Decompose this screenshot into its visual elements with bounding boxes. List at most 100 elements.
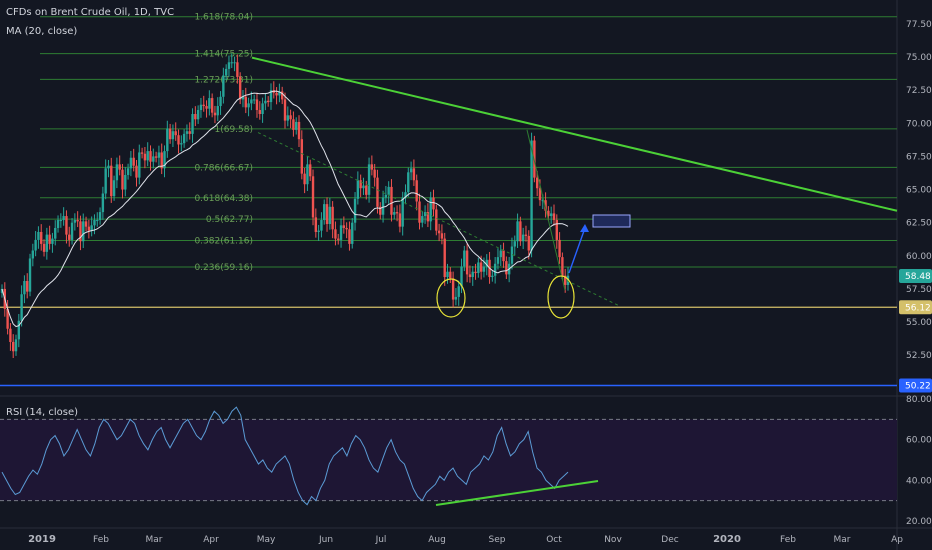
candle-body [107,165,110,169]
candle-body [202,104,205,107]
fib-level-label-5: 0.618(64.38) [194,194,253,204]
time-axis-label-12: 2020 [713,534,741,545]
candle-body [241,96,245,100]
candle-body [112,180,116,197]
candle-body [381,197,385,215]
ma-indicator-label[interactable]: MA (20, close) [6,26,78,37]
candle-body [124,174,127,190]
time-axis-label-13: Feb [780,535,796,545]
candle-body [121,169,124,190]
candle-body [482,266,486,272]
candle-body [261,103,264,114]
price-tag-bg-0 [899,268,932,283]
time-axis-label-9: Oct [546,535,562,545]
price-axis-tick-1: 75.00 [906,53,932,63]
candle-body [152,156,155,162]
candle-body [199,104,203,111]
candle-body [45,234,49,252]
fib-level-label-1: 1.414(75.25) [194,50,253,60]
candle-body [339,225,343,240]
price-tag-bg-2 [899,378,932,393]
candle-body [166,128,169,152]
candle-body [115,164,119,181]
time-axis-label-6: Jul [375,535,387,545]
candle-body [138,152,141,178]
candle-body [351,222,354,244]
candle-body [292,119,295,130]
candle-body [247,103,250,108]
candle-body [395,212,399,214]
candle-body [222,75,225,97]
candle-body [460,266,463,287]
candle-body [468,274,472,278]
candle-body [146,151,149,161]
candle-body [65,216,68,235]
candle-body [404,192,407,198]
candle-body [516,221,519,242]
price-tag-bg-1 [899,300,932,315]
time-axis-label-4: May [257,535,276,545]
candle-body [471,271,474,278]
fib-level-label-0: 1.618(78.04) [194,13,253,23]
candle-body [230,62,233,64]
candle-body [26,281,29,292]
candle-body [283,99,287,121]
candle-body [143,153,147,161]
candle-body [269,90,273,103]
candle-body [20,294,23,321]
low-highlight-ellipse [547,275,575,319]
candle-body [437,230,441,234]
candle-body [14,339,18,352]
time-axis-label-8: Sep [489,535,506,545]
fib-level-label-6: 0.5(62.77) [206,215,253,225]
time-axis-label-11: Dec [661,535,678,545]
candle-body [535,177,539,189]
candle-body [359,180,362,189]
candle-body [465,250,469,275]
candle-body [314,217,318,232]
candle-body [491,275,494,278]
candle-body [96,220,99,222]
candle-body [353,198,357,223]
candle-body [474,271,477,274]
candle-body [73,220,77,223]
rsi-indicator-label[interactable]: RSI (14, close) [6,407,79,418]
price-tag-label-1: 56.12 [905,303,931,313]
candle-body [182,133,186,144]
candle-body [236,62,239,77]
candle-body [309,164,312,177]
candle-body [163,151,166,169]
candle-body [387,186,390,195]
candle-body [311,176,315,218]
candle-body [558,239,561,258]
candle-body [98,212,102,221]
candle-body [524,234,528,236]
time-axis-label-0: 2019 [28,534,56,545]
candle-body [426,212,430,222]
time-axis-label-15: Ap [891,535,903,545]
candle-body [538,188,542,201]
candle-body [196,110,200,120]
candle-body [280,91,284,100]
candle-body [185,131,189,134]
symbol-title[interactable]: CFDs on Brent Crude Oil, 1D, TVC [6,7,175,18]
fib-level-label-7: 0.382(61.16) [194,236,253,246]
candle-body [118,164,121,170]
candle-body [566,275,570,285]
candle-body [227,62,231,69]
candle-body [9,328,12,342]
candle-body [362,185,365,189]
candle-body [126,168,130,175]
candle-body [549,213,553,217]
candle-body [28,258,32,292]
candle-body [289,115,292,120]
price-axis-tick-5: 65.00 [906,186,932,196]
candle-body [415,180,418,202]
candle-body [398,213,402,227]
time-axis-label-1: Feb [93,535,109,545]
moving-average-line [1,90,569,328]
rsi-line [1,406,569,506]
candle-body [135,165,138,178]
time-axis-label-2: Mar [146,535,163,545]
